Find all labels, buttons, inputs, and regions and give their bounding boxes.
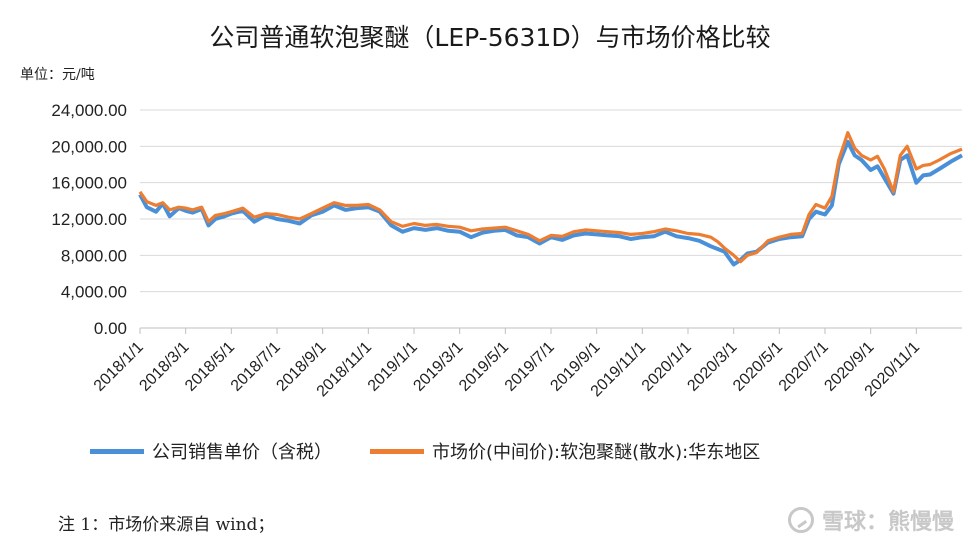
y-axis-unit-label: 单位：元/吨 <box>20 67 95 83</box>
chart-title: 公司普通软泡聚醚（LEP-5631D）与市场价格比较 <box>209 23 771 52</box>
y-tick-label: 0.00 <box>94 319 127 338</box>
x-tick-label: 2020/3/1 <box>684 339 740 395</box>
watermark: 雪球：熊慢慢 <box>787 504 954 536</box>
x-tick-label: 2019/1/1 <box>365 339 421 395</box>
legend-swatch-company <box>90 448 144 454</box>
x-tick-label: 2018/1/1 <box>91 339 147 395</box>
y-tick-label: 12,000.00 <box>51 210 127 229</box>
x-tick-label: 2020/7/1 <box>776 339 832 395</box>
y-axis-ticks: 0.00 4,000.00 8,000.00 12,000.00 16,000.00 20… <box>51 101 127 338</box>
x-axis-ticks: 2018/1/12018/3/12018/5/12018/7/12018/9/1… <box>91 328 923 400</box>
series-line-company <box>138 139 963 267</box>
x-tick-label: 2018/5/1 <box>182 339 238 395</box>
data-series <box>138 131 963 267</box>
series-line-market <box>138 131 963 264</box>
source-note: 注 1：市场价来源自 wind； <box>58 515 275 535</box>
x-tick-label: 2018/7/1 <box>228 339 284 395</box>
x-tick-label: 2020/5/1 <box>730 339 786 395</box>
x-tick-label: 2019/5/1 <box>456 339 512 395</box>
snowball-logo-icon <box>787 507 814 533</box>
legend-label-company: 公司销售单价（含税） <box>152 442 332 463</box>
watermark-text: 雪球：熊慢慢 <box>821 510 954 535</box>
y-tick-label: 24,000.00 <box>51 101 127 120</box>
chart-legend: 公司销售单价（含税） 市场价(中间价):软泡聚醚(散水):华东地区 <box>90 436 760 466</box>
x-tick-label: 2020/1/1 <box>639 339 695 395</box>
y-tick-label: 4,000.00 <box>61 283 127 302</box>
x-tick-label: 2019/7/1 <box>502 339 558 395</box>
legend-item-company: 公司销售单价（含税） <box>90 438 332 464</box>
y-tick-label: 8,000.00 <box>61 246 127 265</box>
x-tick-label: 2019/3/1 <box>410 339 466 395</box>
y-tick-label: 16,000.00 <box>51 174 127 193</box>
legend-label-market: 市场价(中间价):软泡聚醚(散水):华东地区 <box>432 442 761 463</box>
legend-item-market: 市场价(中间价):软泡聚醚(散水):华东地区 <box>370 438 760 464</box>
legend-swatch-market <box>370 448 424 454</box>
y-tick-label: 20,000.00 <box>51 137 127 156</box>
x-tick-label: 2018/3/1 <box>136 339 192 395</box>
gridlines <box>140 109 962 329</box>
